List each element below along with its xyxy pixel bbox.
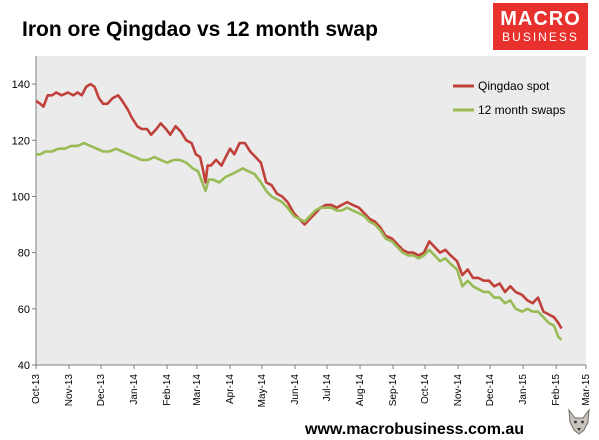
x-tick-label: Mar-14 bbox=[192, 374, 203, 406]
legend-label: Qingdao spot bbox=[478, 79, 550, 93]
series-line-qingdao-spot bbox=[35, 82, 563, 330]
logo-line-business: BUSINESS bbox=[502, 30, 579, 44]
x-tick-label: Dec-13 bbox=[96, 374, 107, 407]
chart-title: Iron ore Qingdao vs 12 month swap bbox=[22, 18, 378, 41]
y-tick-label: 120 bbox=[12, 135, 30, 147]
x-tick-label: Jan-14 bbox=[129, 374, 140, 405]
y-axis: 40 60 80 100 120 140 bbox=[12, 56, 37, 372]
macrobusiness-logo: MACRO BUSINESS bbox=[493, 3, 588, 50]
x-tick-label: Oct-14 bbox=[420, 374, 431, 404]
y-tick-label: 60 bbox=[18, 304, 30, 316]
x-tick-label: Mar-15 bbox=[581, 374, 592, 406]
wolf-icon bbox=[568, 408, 590, 435]
x-tick-label: Oct-13 bbox=[31, 374, 42, 404]
x-tick-label: Nov-14 bbox=[453, 374, 464, 407]
logo-line-macro: MACRO bbox=[500, 8, 581, 30]
x-tick-label: Apr-14 bbox=[225, 374, 236, 404]
x-tick-label: Dec-14 bbox=[485, 374, 496, 407]
x-tick-label: May-14 bbox=[257, 374, 268, 408]
x-axis: Oct-13 Nov-13 Dec-13 Jan-14 Feb-14 Mar-14 Apr-… bbox=[31, 364, 592, 408]
y-tick-label: 100 bbox=[12, 191, 30, 203]
footer-url: www.macrobusiness.com.au bbox=[305, 421, 525, 438]
x-tick-label: Feb-14 bbox=[162, 374, 173, 406]
series-lines bbox=[35, 82, 563, 341]
y-tick-label: 140 bbox=[12, 79, 30, 91]
y-tick-label: 40 bbox=[18, 360, 30, 372]
y-tick-label: 80 bbox=[18, 248, 30, 260]
x-tick-label: Sep-14 bbox=[388, 374, 399, 407]
legend-label: 12 month swaps bbox=[478, 103, 565, 117]
legend: Qingdao spot 12 month swaps bbox=[453, 79, 565, 117]
x-tick-label: Nov-13 bbox=[64, 374, 75, 407]
x-tick-label: Feb-15 bbox=[551, 374, 562, 406]
series-line-12-month-swaps bbox=[36, 141, 563, 341]
x-tick-label: Jan-15 bbox=[518, 374, 529, 405]
x-tick-label: Aug-14 bbox=[355, 374, 366, 407]
x-tick-label: Jun-14 bbox=[290, 374, 301, 405]
x-tick-label: Jul-14 bbox=[322, 374, 333, 402]
